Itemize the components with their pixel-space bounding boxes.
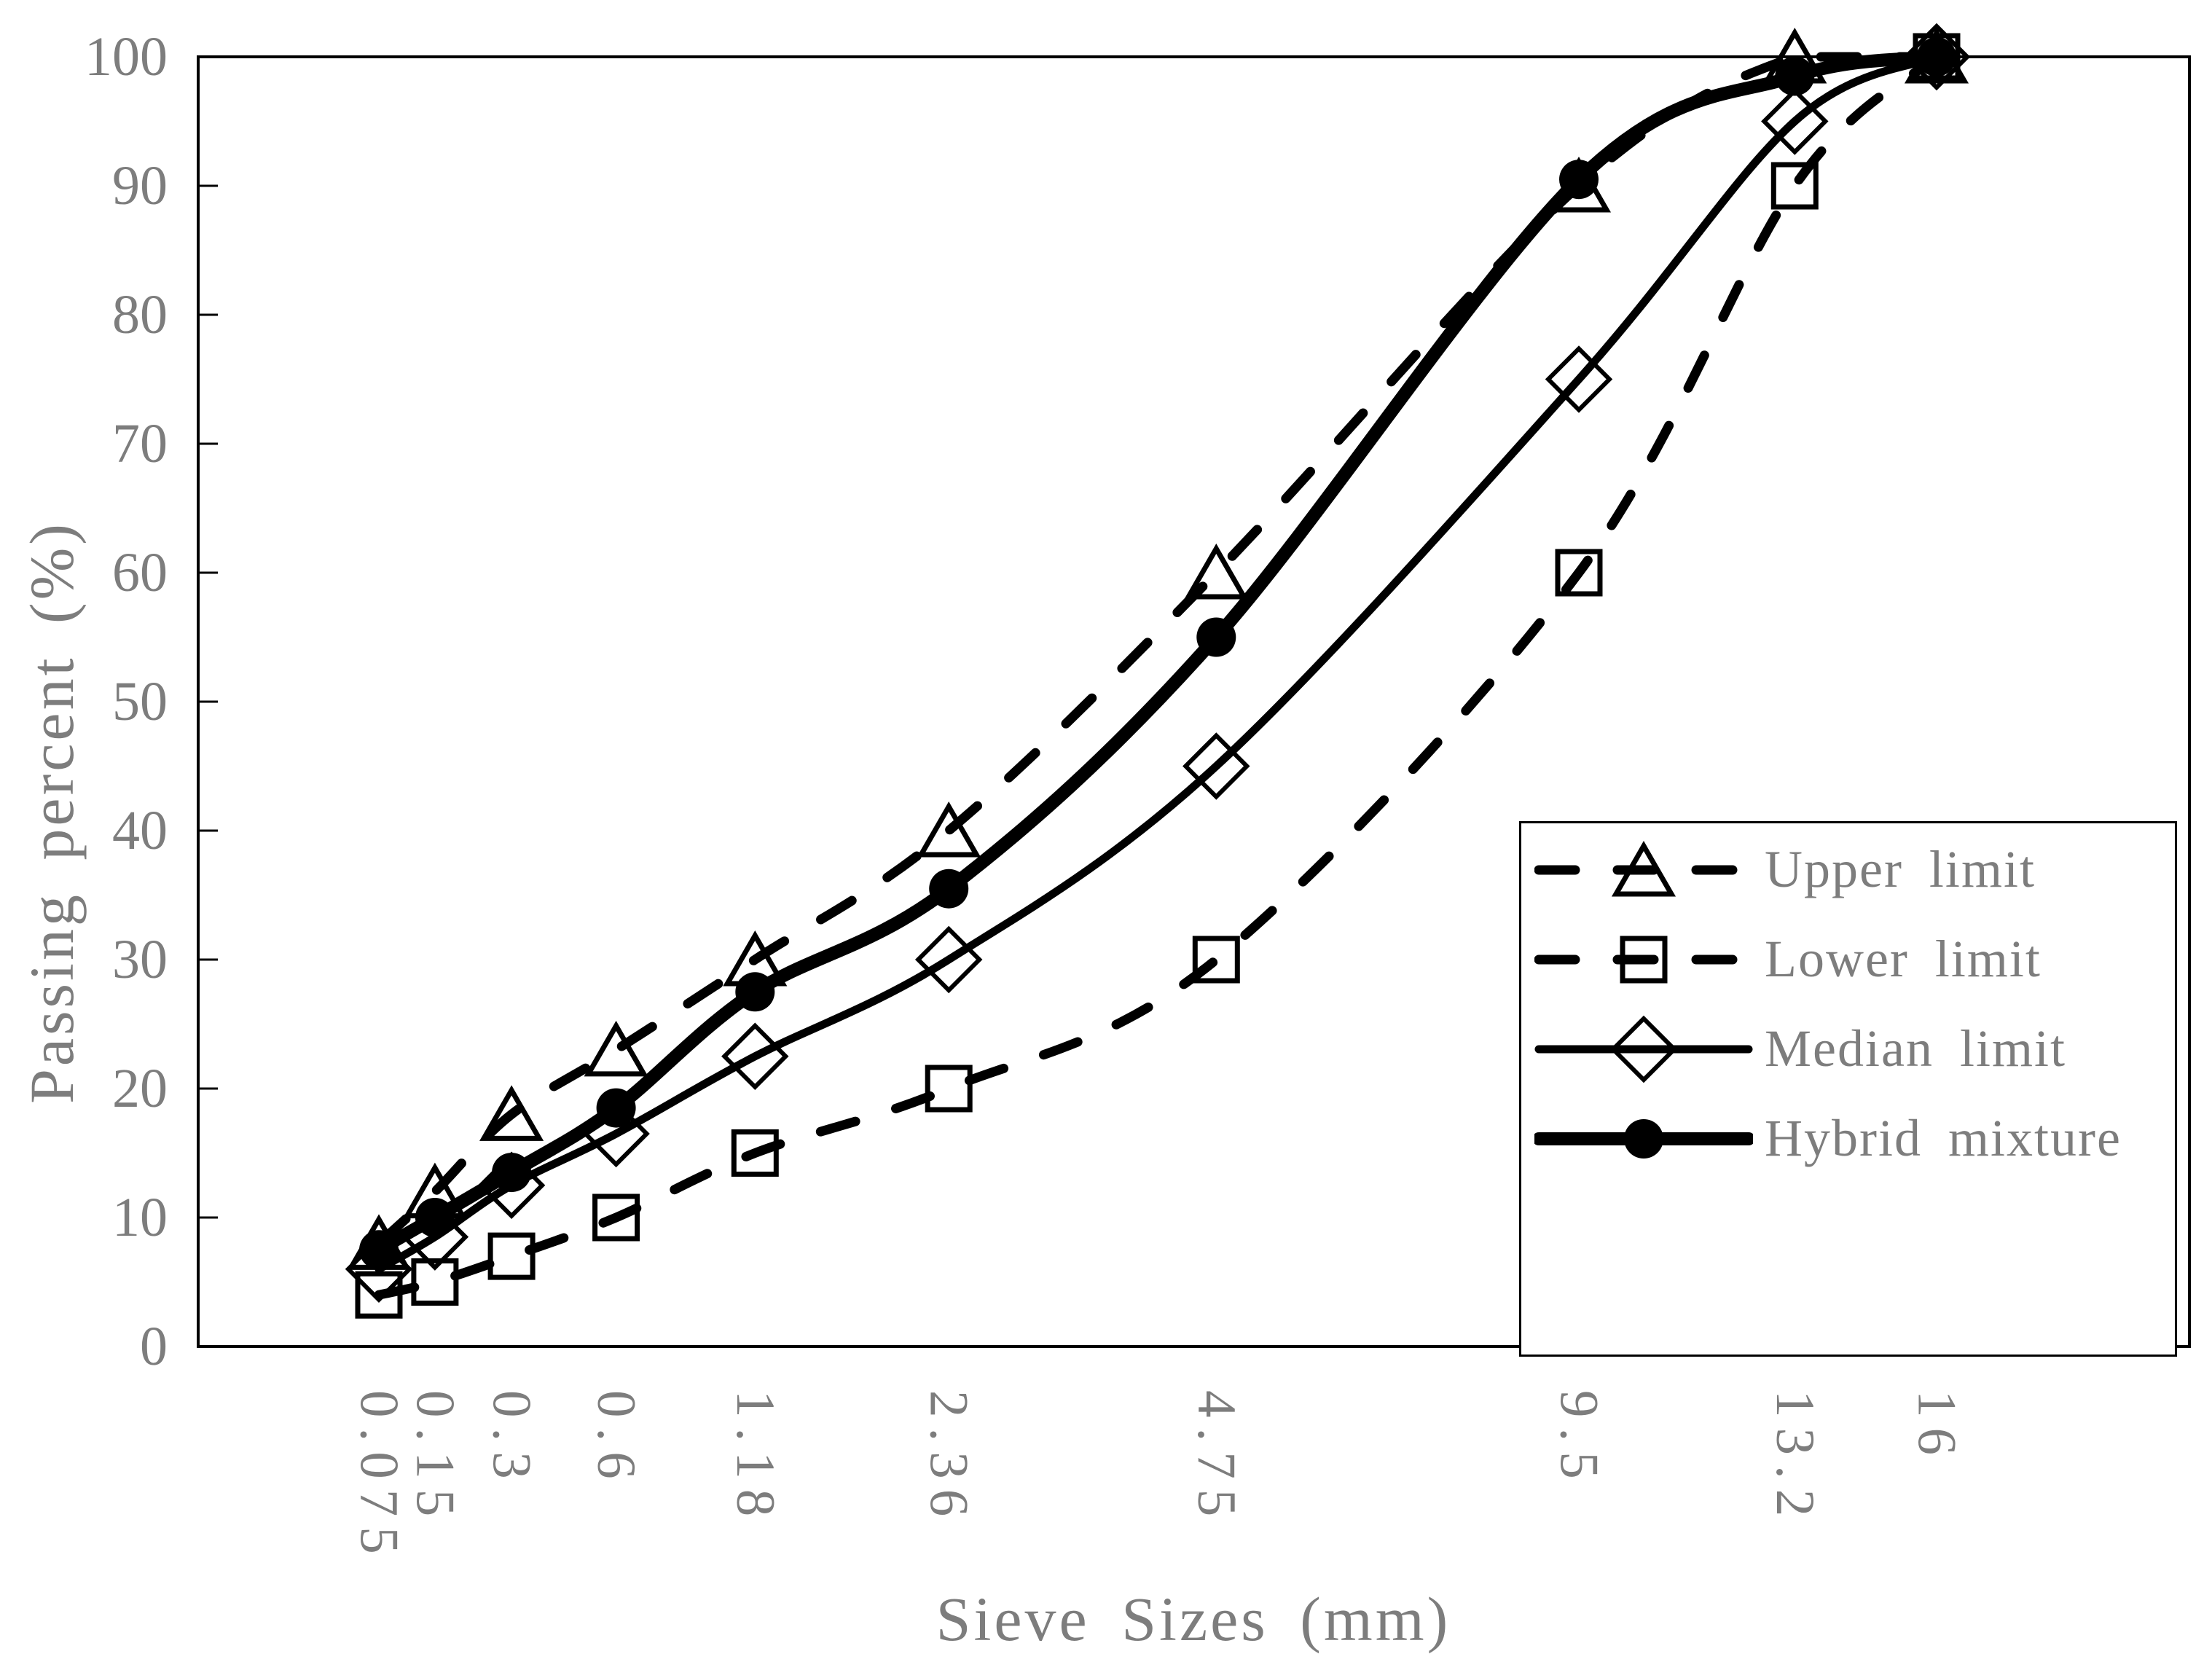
- marker-open-triangle: [1611, 840, 1676, 896]
- legend-item-label: Lower limit: [1765, 930, 2042, 988]
- marker-open-square: [925, 1065, 973, 1113]
- marker-open-diamond: [477, 1151, 546, 1220]
- y-tick-label: 0: [140, 1316, 168, 1377]
- x-tick-label: 0.075: [349, 1390, 409, 1564]
- marker-filled-circle: [359, 1230, 399, 1270]
- x-tick-label: 13.2: [1765, 1390, 1825, 1526]
- y-tick-label: 50: [112, 671, 168, 732]
- legend-item-label: Hybrid mixture: [1765, 1109, 2122, 1167]
- y-tick-label: 40: [112, 800, 168, 861]
- marker-open-triangle: [479, 1085, 544, 1141]
- marker-filled-circle: [735, 972, 775, 1012]
- marker-open-square: [487, 1232, 536, 1280]
- marker-filled-circle: [492, 1153, 532, 1193]
- x-tick-label: 4.75: [1186, 1390, 1247, 1526]
- marker-open-square: [1770, 162, 1819, 210]
- x-tick-label: 1.18: [725, 1390, 785, 1526]
- y-axis-title: Passing percent (%): [17, 521, 87, 1104]
- legend-item-hybrid-mixture: Hybrid mixture: [1521, 1094, 2175, 1183]
- marker-open-square: [411, 1258, 459, 1306]
- marker-open-triangle: [1184, 543, 1249, 600]
- marker-open-diamond: [1609, 1015, 1678, 1083]
- y-tick-label: 80: [112, 284, 168, 345]
- marker-open-square: [1620, 936, 1668, 983]
- legend-item-lower-limit: Lower limit: [1521, 914, 2175, 1004]
- marker-open-diamond: [1761, 87, 1829, 155]
- y-tick-label: 10: [112, 1187, 168, 1248]
- legend-item-median-limit: Median limit: [1521, 1004, 2175, 1094]
- legend-sample-open-triangle: [1534, 840, 1753, 896]
- marker-filled-circle: [596, 1088, 636, 1128]
- legend-item-upper-limit: Upper limit: [1521, 825, 2175, 914]
- marker-open-diamond: [1183, 732, 1250, 800]
- x-tick-label: 0.15: [404, 1390, 465, 1526]
- x-axis-title: Sieve Sizes (mm): [936, 1584, 1451, 1654]
- legend: Upper limit Lower limit Median limit Hybrid…: [1519, 821, 2177, 1357]
- marker-open-square: [731, 1129, 779, 1177]
- marker-open-diamond: [721, 1022, 789, 1091]
- marker-filled-circle: [1917, 37, 1956, 77]
- legend-item-label: Upper limit: [1765, 840, 2036, 898]
- y-tick-label: 20: [112, 1058, 168, 1119]
- marker-open-triangle: [584, 1020, 648, 1077]
- y-tick-label: 100: [85, 26, 168, 87]
- marker-open-diamond: [914, 925, 983, 994]
- marker-filled-circle: [1624, 1118, 1663, 1159]
- x-tick-label: 2.36: [919, 1390, 979, 1526]
- legend-item-label: Median limit: [1765, 1019, 2066, 1078]
- marker-open-diamond: [1545, 345, 1613, 413]
- y-tick-label: 70: [112, 413, 168, 474]
- marker-filled-circle: [415, 1198, 455, 1237]
- x-tick-label: 0.3: [482, 1390, 542, 1489]
- marker-open-square: [1555, 549, 1603, 597]
- x-tick-label: 16: [1907, 1390, 1967, 1465]
- marker-filled-circle: [1196, 617, 1236, 657]
- marker-open-square: [1192, 936, 1240, 984]
- marker-filled-circle: [929, 869, 969, 909]
- marker-open-square: [355, 1271, 403, 1319]
- series-line-lower-limit: [374, 52, 1942, 1300]
- x-tick-label: 9.5: [1549, 1390, 1609, 1489]
- y-tick-label: 60: [112, 542, 168, 603]
- x-tick-label: 0.6: [586, 1390, 646, 1489]
- y-tick-label: 90: [112, 155, 168, 216]
- marker-open-diamond: [345, 1235, 413, 1304]
- legend-sample-open-diamond: [1534, 1015, 1753, 1083]
- y-tick-label: 30: [112, 929, 168, 990]
- marker-filled-circle: [1559, 160, 1599, 200]
- legend-sample-open-square: [1534, 936, 1753, 983]
- marker-open-square: [592, 1193, 640, 1242]
- marker-filled-circle: [1775, 56, 1815, 96]
- marker-open-diamond: [1902, 23, 1971, 91]
- legend-sample-filled-circle: [1534, 1118, 1753, 1159]
- marker-open-triangle: [917, 801, 981, 858]
